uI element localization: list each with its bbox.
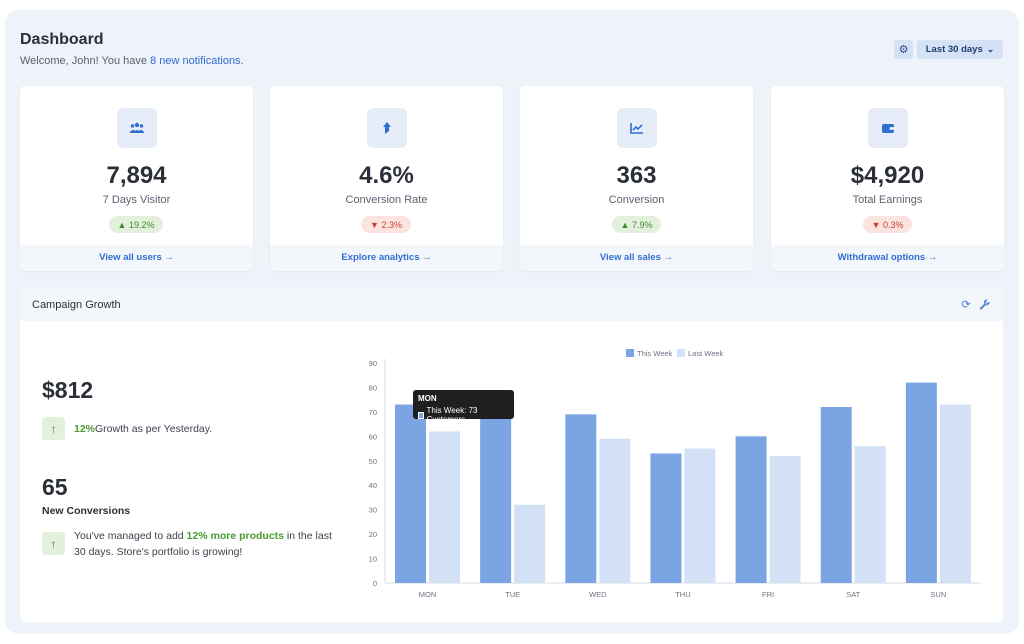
y-tick-label: 60	[369, 432, 377, 441]
x-tick-label: FRI	[762, 590, 774, 599]
legend-label-last-week: Last Week	[688, 349, 724, 358]
bar-last-week	[514, 504, 546, 583]
bar-this-week	[395, 404, 426, 583]
page-header: Dashboard Welcome, John! You have 8 new …	[20, 31, 244, 67]
y-tick-label: 50	[369, 457, 377, 466]
stat-label: Conversion Rate	[345, 194, 428, 206]
welcome-message: Welcome, John! You have 8 new notificati…	[20, 55, 244, 67]
panel-title: Campaign Growth	[32, 299, 121, 311]
trend-badge: ▲ 7.9%	[612, 216, 661, 233]
trend-badge: ▼ 0.3%	[863, 216, 912, 233]
caret-down-icon: ▼	[871, 219, 883, 230]
y-tick-label: 70	[369, 408, 377, 417]
stat-label: Conversion	[608, 194, 665, 206]
wrench-icon[interactable]	[977, 297, 991, 311]
arrow-up-icon	[367, 108, 407, 148]
growth-value: $812	[42, 377, 94, 403]
x-tick-label: SUN	[930, 590, 946, 599]
trend-badge: ▼ 2.3%	[361, 216, 411, 233]
bar-this-week	[480, 404, 512, 583]
view-all-users-link[interactable]: View all users →	[20, 245, 253, 271]
trend-badge: ▲ 19.2%	[109, 216, 163, 233]
stat-label: Total Earnings	[852, 194, 923, 206]
legend-label-this-week: This Week	[637, 349, 673, 358]
stat-card-conversion-rate: 4.6% Conversion Rate ▼ 2.3% Explore anal…	[270, 86, 503, 271]
x-tick-label: THU	[675, 590, 690, 599]
y-tick-label: 30	[369, 506, 377, 515]
withdrawal-options-link[interactable]: Withdrawal options →	[771, 245, 1004, 271]
chart-tooltip: MON This Week: 73 Customers	[413, 390, 514, 424]
y-tick-label: 10	[369, 555, 377, 564]
arrow-right-icon: →	[663, 252, 674, 263]
bar-this-week	[735, 436, 767, 583]
stat-card-visitors: 7,894 7 Days Visitor ▲ 19.2% View all us…	[20, 86, 253, 271]
y-tick-label: 90	[369, 359, 377, 368]
stat-value: $4,920	[850, 162, 925, 189]
y-tick-label: 40	[369, 481, 377, 490]
legend-swatch-this-week	[626, 349, 634, 357]
legend-swatch-last-week	[677, 349, 685, 357]
caret-down-icon: ▼	[370, 219, 382, 230]
legend-swatch	[418, 411, 425, 419]
welcome-text: Welcome, John! You have	[20, 55, 151, 67]
conversions-value: 65	[42, 474, 68, 500]
bar-this-week	[650, 453, 682, 583]
view-all-sales-link[interactable]: View all sales →	[520, 245, 753, 271]
page-title: Dashboard	[20, 31, 104, 48]
stat-value: 363	[616, 162, 657, 189]
growth-note: 12%Growth as per Yesterday.	[74, 423, 213, 435]
bar-last-week	[429, 431, 460, 583]
arrow-up-icon: ↑	[42, 532, 65, 555]
conversions-label: New Conversions	[42, 505, 131, 517]
y-tick-label: 0	[373, 579, 377, 588]
x-tick-label: MON	[419, 590, 437, 599]
chevron-down-icon: ⌄	[986, 44, 995, 54]
arrow-up-icon: ↑	[42, 417, 65, 440]
caret-up-icon: ▲	[620, 219, 632, 230]
x-tick-label: TUE	[505, 590, 520, 599]
stat-value: 7,894	[106, 162, 167, 189]
settings-button[interactable]: ⚙	[894, 40, 913, 59]
wallet-icon	[868, 108, 908, 148]
caret-up-icon: ▲	[117, 219, 129, 230]
explore-analytics-link[interactable]: Explore analytics →	[270, 245, 503, 271]
portfolio-note: You've managed to add 12% more products …	[74, 530, 332, 558]
tooltip-row: This Week: 73 Customers	[418, 406, 509, 424]
arrow-right-icon: →	[164, 252, 174, 263]
bar-last-week	[769, 455, 801, 583]
stat-card-conversion: 363 Conversion ▲ 7.9% View all sales →	[520, 86, 753, 271]
arrow-right-icon: →	[422, 252, 432, 263]
line-chart-icon	[617, 108, 657, 148]
y-tick-label: 80	[369, 383, 377, 392]
gear-icon: ⚙	[898, 44, 909, 56]
refresh-icon[interactable]: ⟳	[961, 298, 971, 311]
bar-this-week	[905, 382, 937, 583]
bar-last-week	[684, 448, 716, 583]
bar-last-week	[599, 438, 631, 583]
notifications-link[interactable]: 8 new notifications.	[150, 55, 244, 67]
bar-this-week	[820, 407, 852, 583]
tooltip-title: MON	[418, 394, 437, 403]
arrow-right-icon: →	[927, 252, 938, 263]
users-icon	[117, 108, 157, 148]
x-tick-label: WED	[589, 590, 607, 599]
stat-card-earnings: $4,920 Total Earnings ▼ 0.3% Withdrawal …	[771, 86, 1004, 271]
y-tick-label: 20	[369, 530, 377, 539]
stat-value: 4.6%	[359, 162, 414, 189]
date-range-label: Last 30 days	[925, 44, 983, 55]
bar-last-week	[939, 404, 971, 583]
bar-last-week	[854, 446, 886, 583]
date-range-dropdown[interactable]: Last 30 days ⌄	[917, 40, 1003, 59]
bar-this-week	[565, 414, 597, 583]
stat-label: 7 Days Visitor	[102, 194, 171, 206]
panel-header: Campaign Growth ⟳	[20, 289, 1003, 321]
x-tick-label: SAT	[846, 590, 860, 599]
